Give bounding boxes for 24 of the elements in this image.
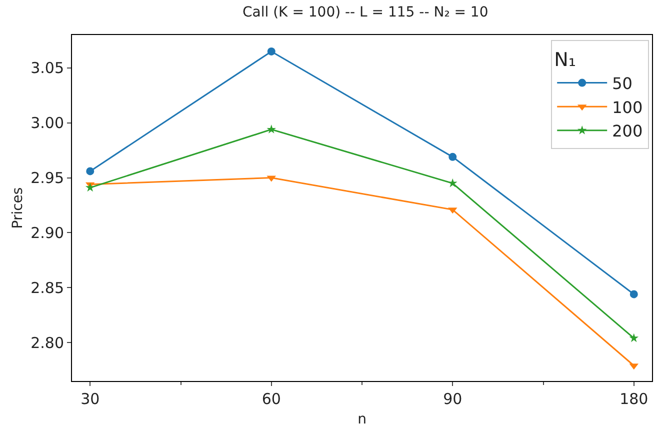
chart-title: Call (K = 100) -- L = 115 -- N₂ = 10 xyxy=(242,4,488,20)
legend-label: 100 xyxy=(612,98,643,117)
y-tick-label: 3.00 xyxy=(30,114,64,132)
y-tick-label: 2.95 xyxy=(30,169,64,188)
point xyxy=(85,182,95,192)
x-tick-label: 90 xyxy=(443,390,462,408)
legend-title: N₁ xyxy=(554,48,576,71)
y-axis-title: Prices xyxy=(10,187,26,229)
legend-label: 50 xyxy=(612,74,632,94)
point xyxy=(266,124,276,134)
y-tick-label: 2.80 xyxy=(30,334,64,352)
x-tick-label: 180 xyxy=(620,390,648,408)
y-tick-label: 3.05 xyxy=(30,59,64,78)
point xyxy=(448,152,457,161)
x-tick-label: 30 xyxy=(80,390,100,408)
point xyxy=(630,290,638,298)
y-tick-label: 2.90 xyxy=(30,224,64,242)
point xyxy=(267,47,276,56)
point xyxy=(629,333,639,342)
legend-label: 200 xyxy=(612,122,643,141)
point xyxy=(86,167,94,176)
x-tick-label: 60 xyxy=(262,390,281,408)
x-axis-title: n xyxy=(358,411,366,428)
y-tick-label: 2.85 xyxy=(30,278,64,297)
